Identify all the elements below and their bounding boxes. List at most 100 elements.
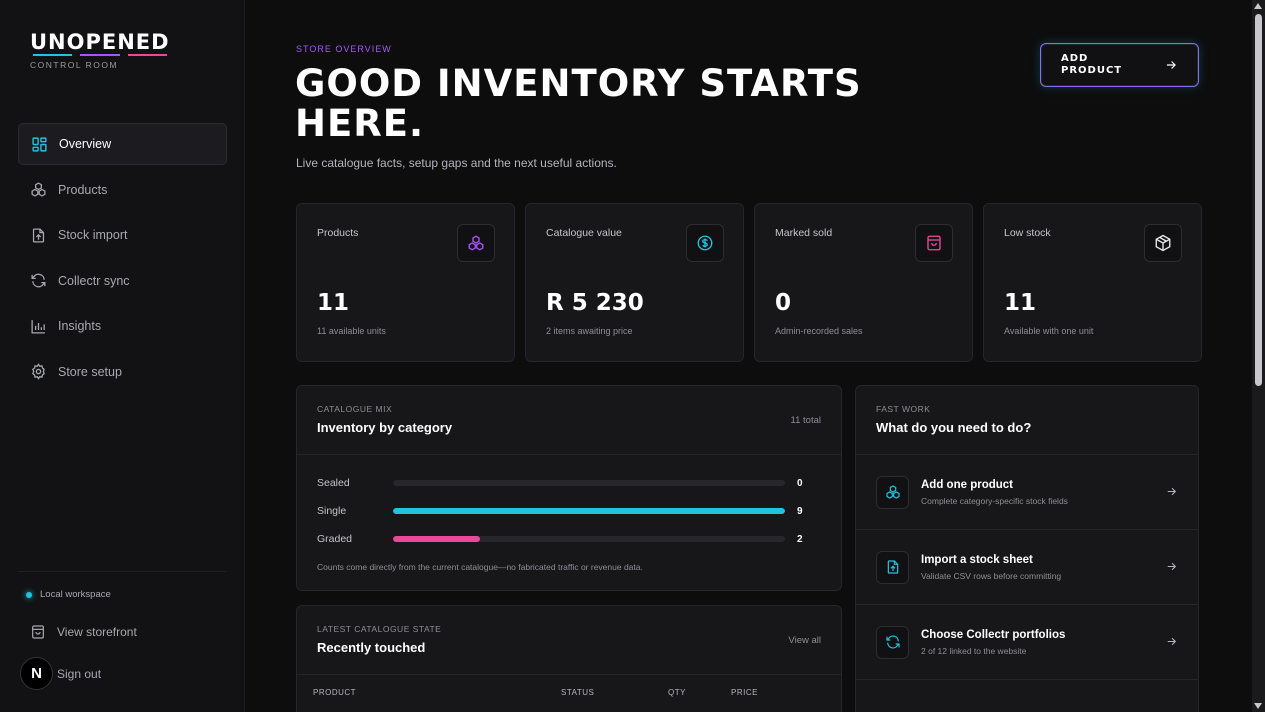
column-header-status[interactable]: STATUS bbox=[561, 688, 595, 697]
sidebar-item-overview[interactable]: Overview bbox=[18, 123, 227, 165]
stat-label: Products bbox=[317, 227, 359, 239]
sidebar-item-stock-import[interactable]: Stock import bbox=[18, 214, 227, 256]
total-count: 11 total bbox=[790, 415, 821, 426]
scroll-up-icon[interactable] bbox=[1254, 3, 1262, 9]
fast-work-panel: FAST WORK What do you need to do? Add on… bbox=[855, 385, 1199, 712]
sidebar-item-label: Store setup bbox=[58, 364, 122, 379]
bar-chart-icon bbox=[30, 318, 47, 335]
sidebar-item-label: Overview bbox=[59, 137, 112, 151]
avatar[interactable]: N bbox=[20, 657, 53, 690]
logo-wordmark: UNOPENED bbox=[30, 30, 170, 54]
stat-value: 11 bbox=[317, 290, 350, 316]
action-subtitle: Complete category-specific stock fields bbox=[921, 495, 1068, 506]
action-title: Import a stock sheet bbox=[921, 553, 1033, 566]
panel-title: What do you need to do? bbox=[876, 420, 1032, 435]
view-storefront-link[interactable]: View storefront bbox=[30, 624, 137, 640]
bar-track bbox=[393, 508, 785, 514]
sign-out-button[interactable]: Sign out bbox=[57, 667, 102, 681]
panel-header: LATEST CATALOGUE STATE Recently touched … bbox=[297, 606, 841, 675]
bar-row-single: Single 9 bbox=[317, 497, 821, 525]
action-subtitle: 2 of 12 linked to the website bbox=[921, 645, 1027, 656]
view-all-link[interactable]: View all bbox=[788, 635, 821, 646]
action-title: Choose Collectr portfolios bbox=[921, 628, 1066, 641]
refresh-icon bbox=[30, 272, 47, 289]
action-title: Add one product bbox=[921, 478, 1013, 491]
stat-subtext: 2 items awaiting price bbox=[546, 326, 633, 336]
panel-eyebrow: CATALOGUE MIX bbox=[317, 404, 393, 414]
panel-title: Inventory by category bbox=[317, 420, 453, 435]
stat-cards: Products 11 11 available units Catalogue… bbox=[296, 203, 1202, 362]
action-add-product[interactable]: Add one product Complete category-specif… bbox=[856, 455, 1198, 530]
gear-icon bbox=[30, 363, 47, 380]
boxes-icon bbox=[457, 224, 495, 262]
stat-label: Marked sold bbox=[775, 227, 833, 239]
panel-eyebrow: LATEST CATALOGUE STATE bbox=[317, 624, 442, 634]
sidebar-item-label: Insights bbox=[58, 319, 102, 333]
action-choose-collectr-portfolios[interactable]: Choose Collectr portfolios 2 of 12 linke… bbox=[856, 605, 1198, 680]
panel-eyebrow: FAST WORK bbox=[876, 404, 931, 414]
page-subtitle: Live catalogue facts, setup gaps and the… bbox=[296, 156, 617, 170]
add-product-label: ADD PRODUCT bbox=[1061, 53, 1123, 76]
logo-stripes bbox=[33, 54, 167, 57]
bar-fill bbox=[393, 508, 785, 514]
arrow-right-icon bbox=[1167, 562, 1177, 571]
bar-count: 0 bbox=[797, 477, 803, 489]
panel-title: Recently touched bbox=[317, 640, 426, 655]
arrow-right-icon bbox=[1167, 487, 1177, 496]
add-product-button[interactable]: ADD PRODUCT bbox=[1040, 43, 1199, 87]
status-dot-icon bbox=[26, 591, 32, 598]
arrow-right-icon bbox=[1166, 61, 1176, 69]
sidebar-item-label: Stock import bbox=[58, 228, 128, 242]
stat-card-catalogue-value: Catalogue value R 5 230 2 items awaiting… bbox=[525, 203, 744, 362]
stat-card-low-stock: Low stock 11 Available with one unit bbox=[983, 203, 1202, 362]
column-header-product[interactable]: PRODUCT bbox=[313, 688, 357, 697]
page-scrollbar[interactable] bbox=[1252, 0, 1265, 712]
refresh-icon bbox=[876, 625, 909, 659]
main-content: STORE OVERVIEW GOOD INVENTORY STARTS HER… bbox=[245, 0, 1252, 712]
mix-note: Counts come directly from the current ca… bbox=[317, 562, 643, 572]
scroll-down-icon[interactable] bbox=[1254, 703, 1262, 709]
table-header: PRODUCT STATUS QTY PRICE bbox=[297, 675, 841, 710]
sidebar-item-products[interactable]: Products bbox=[18, 169, 227, 211]
scroll-thumb[interactable] bbox=[1255, 14, 1262, 386]
stat-subtext: Available with one unit bbox=[1004, 326, 1094, 336]
sidebar-item-insights[interactable]: Insights bbox=[18, 305, 227, 347]
sidebar: UNOPENED CONTROL ROOM Overview Products bbox=[0, 0, 245, 712]
page-eyebrow: STORE OVERVIEW bbox=[296, 44, 392, 54]
bar-label: Single bbox=[317, 505, 347, 517]
dollar-circle-icon bbox=[686, 224, 724, 262]
bar-track bbox=[393, 480, 785, 486]
file-upload-icon bbox=[876, 550, 909, 584]
recently-touched-panel: LATEST CATALOGUE STATE Recently touched … bbox=[296, 605, 842, 712]
page-title: GOOD INVENTORY STARTS HERE. bbox=[295, 62, 862, 145]
stat-value: R 5 230 bbox=[546, 290, 644, 316]
stat-subtext: 11 available units bbox=[317, 326, 386, 336]
stat-subtext: Admin-recorded sales bbox=[775, 326, 863, 336]
stat-label: Catalogue value bbox=[546, 227, 622, 239]
bar-fill bbox=[393, 536, 481, 542]
stat-value: 0 bbox=[775, 290, 792, 316]
logo[interactable]: UNOPENED CONTROL ROOM bbox=[30, 30, 170, 70]
shopping-bag-icon bbox=[32, 625, 44, 639]
column-header-qty[interactable]: QTY bbox=[668, 688, 686, 697]
boxes-icon bbox=[876, 475, 909, 509]
sidebar-item-store-setup[interactable]: Store setup bbox=[18, 351, 227, 393]
arrow-right-icon bbox=[1167, 637, 1177, 646]
action-import-stock-sheet[interactable]: Import a stock sheet Validate CSV rows b… bbox=[856, 530, 1198, 605]
sidebar-nav: Overview Products Stock import Collectr … bbox=[18, 123, 227, 396]
shopping-bag-icon bbox=[915, 224, 953, 262]
file-upload-icon bbox=[30, 227, 47, 244]
bar-count: 9 bbox=[797, 505, 803, 517]
sidebar-item-collectr-sync[interactable]: Collectr sync bbox=[18, 260, 227, 302]
workspace-label: Local workspace bbox=[40, 589, 111, 600]
boxes-icon bbox=[30, 181, 47, 198]
bar-row-sealed: Sealed 0 bbox=[317, 469, 821, 497]
stat-card-products: Products 11 11 available units bbox=[296, 203, 515, 362]
column-header-price[interactable]: PRICE bbox=[731, 688, 758, 697]
bar-count: 2 bbox=[797, 533, 803, 545]
bar-label: Sealed bbox=[317, 477, 350, 489]
catalogue-mix-panel: CATALOGUE MIX Inventory by category 11 t… bbox=[296, 385, 842, 591]
category-bars: Sealed 0 Single 9 Graded 2 bbox=[297, 455, 841, 553]
sidebar-item-label: Products bbox=[58, 182, 108, 197]
